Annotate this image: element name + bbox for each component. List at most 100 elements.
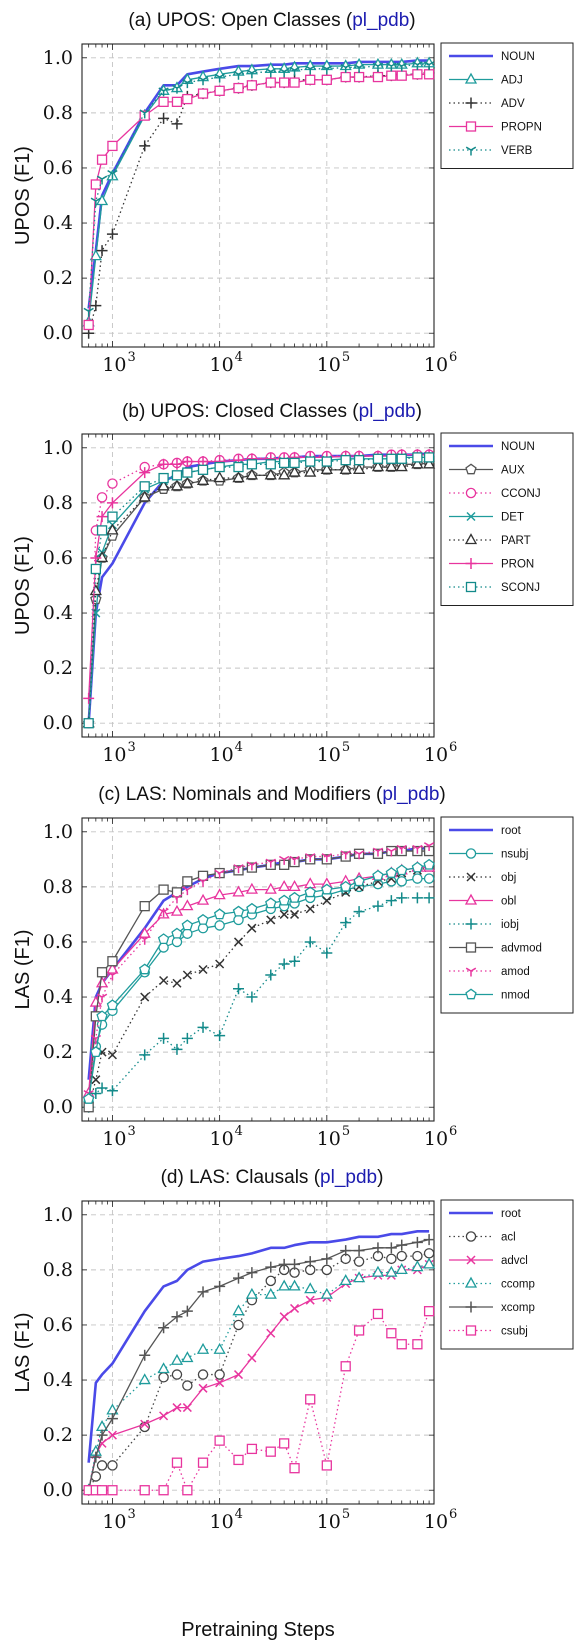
data-point <box>90 179 101 190</box>
data-point <box>385 1265 398 1277</box>
data-point <box>278 880 291 892</box>
data-point <box>139 1485 150 1496</box>
y-tick-label: 0.4 <box>43 602 73 624</box>
data-point <box>197 913 209 925</box>
data-point <box>198 1383 208 1393</box>
data-point <box>386 1253 397 1265</box>
data-point <box>172 1403 182 1413</box>
data-point <box>91 1075 101 1085</box>
data-point <box>89 584 102 596</box>
x-tick-label: 10 <box>317 1128 341 1150</box>
data-point <box>290 909 300 919</box>
legend-marker <box>465 97 477 109</box>
legend-marker <box>466 511 476 522</box>
y-tick-label: 1.0 <box>43 437 73 459</box>
data-point <box>232 471 245 483</box>
data-point <box>245 468 258 480</box>
legend-label: NOUN <box>501 441 535 453</box>
data-point <box>279 77 290 88</box>
data-point <box>233 1319 244 1331</box>
data-point <box>423 69 435 80</box>
grid-lines <box>82 1201 435 1504</box>
data-point <box>181 1305 193 1317</box>
data-point <box>265 77 276 88</box>
data-point <box>423 61 435 71</box>
data-point <box>158 458 170 470</box>
data-point <box>107 170 118 179</box>
series-obj <box>84 863 434 1112</box>
series-line <box>88 1238 430 1491</box>
data-point <box>247 923 257 933</box>
x-tick-exponent: 6 <box>449 1507 457 1522</box>
data-point <box>396 1339 407 1350</box>
y-tick-label: 0.6 <box>43 931 73 953</box>
series-line <box>88 456 430 724</box>
data-point <box>372 453 384 464</box>
data-point <box>106 1085 118 1097</box>
data-point <box>214 1030 226 1042</box>
data-point <box>321 1253 333 1265</box>
legend-label: PROPN <box>501 122 542 134</box>
data-point <box>265 969 277 981</box>
legend-marker <box>465 558 477 569</box>
legend-marker <box>465 581 477 593</box>
data-point <box>372 71 384 83</box>
legend-marker <box>466 1255 476 1265</box>
data-point <box>371 460 385 472</box>
data-point <box>96 525 108 536</box>
series-adv <box>83 67 435 339</box>
data-point <box>396 864 408 876</box>
y-tick-label: 0.0 <box>43 712 73 734</box>
data-point <box>386 453 397 464</box>
series-line <box>88 1263 430 1491</box>
data-point <box>90 197 102 207</box>
chart-title-suffix: ) <box>409 10 415 31</box>
x-tick-label: 10 <box>210 354 234 376</box>
data-point <box>140 992 150 1002</box>
x-tick-exponent: 4 <box>235 1124 243 1139</box>
data-point <box>214 1280 226 1292</box>
data-point <box>339 1274 352 1286</box>
data-point <box>95 976 109 988</box>
data-point <box>96 492 108 503</box>
data-point <box>278 894 290 906</box>
legend-marker <box>465 918 477 930</box>
data-point <box>159 1411 169 1421</box>
data-point <box>233 1272 245 1284</box>
series-ccomp <box>82 1257 436 1495</box>
y-tick-label: 0.2 <box>43 657 73 679</box>
x-tick-exponent: 3 <box>127 740 135 755</box>
data-point <box>246 1443 258 1455</box>
data-point <box>265 858 276 868</box>
data-point <box>90 563 101 575</box>
data-point <box>158 472 169 484</box>
y-axis-label: UPOS (F1) <box>12 536 34 635</box>
data-point <box>196 893 210 905</box>
data-point <box>181 456 193 468</box>
data-point <box>159 975 169 986</box>
series-line <box>88 463 430 724</box>
data-point <box>289 855 300 865</box>
data-point <box>158 1322 170 1334</box>
series-line <box>88 62 430 323</box>
legend-label: root <box>501 1208 522 1220</box>
data-point <box>96 993 108 1003</box>
data-point <box>422 457 436 469</box>
x-tick-exponent: 6 <box>449 740 457 755</box>
x-tick-exponent: 5 <box>342 1507 350 1522</box>
data-point <box>96 175 108 185</box>
data-point <box>340 71 351 83</box>
data-point <box>138 1373 151 1385</box>
data-point <box>305 904 315 914</box>
data-point <box>233 70 244 80</box>
data-point <box>245 1287 258 1299</box>
data-point <box>289 457 300 469</box>
y-tick-label: 1.0 <box>43 821 73 843</box>
x-tick-label: 10 <box>317 1511 341 1533</box>
data-point <box>372 869 384 881</box>
data-point <box>198 964 208 975</box>
x-tick-label: 10 <box>424 354 448 376</box>
data-point <box>288 891 301 903</box>
chart-title-prefix: (b) UPOS: Closed Classes ( <box>122 401 359 422</box>
